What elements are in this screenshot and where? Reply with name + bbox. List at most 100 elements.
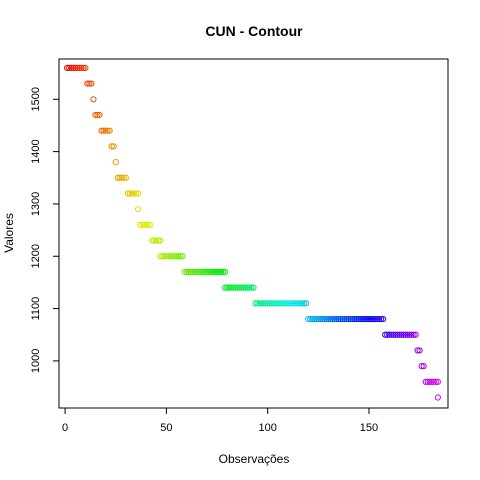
x-tick-label: 0 <box>62 422 68 434</box>
data-point <box>292 300 300 307</box>
data-point <box>396 331 403 338</box>
data-point <box>406 331 413 338</box>
data-point <box>432 378 439 385</box>
data-point <box>380 315 387 323</box>
data-point <box>371 315 379 323</box>
data-point <box>189 268 196 276</box>
data-point <box>337 315 344 323</box>
data-point <box>222 284 229 291</box>
data-point <box>294 300 302 307</box>
data-point <box>191 268 198 276</box>
data-point <box>299 300 306 307</box>
data-point <box>88 80 95 87</box>
data-point <box>278 300 285 307</box>
data-point <box>296 300 304 307</box>
data-point <box>384 331 391 338</box>
y-tick-label: 1100 <box>30 297 42 321</box>
data-point <box>339 315 346 323</box>
data-point <box>290 300 298 307</box>
data-point <box>416 347 423 354</box>
data-point <box>175 253 182 260</box>
x-tick-label: 150 <box>360 422 378 434</box>
data-point <box>422 378 429 385</box>
data-point <box>167 253 174 260</box>
data-point <box>161 253 168 260</box>
data-point <box>355 315 362 323</box>
data-point <box>434 394 441 401</box>
data-point <box>378 315 385 323</box>
data-point <box>428 378 435 385</box>
data-point <box>100 127 107 134</box>
data-point <box>288 300 296 307</box>
data-point <box>345 315 352 323</box>
data-point <box>363 315 371 323</box>
data-point <box>64 64 71 71</box>
data-point <box>197 268 204 276</box>
data-point <box>185 268 192 276</box>
data-point <box>177 253 184 260</box>
x-axis-label: Observações <box>219 452 290 466</box>
data-point <box>112 158 119 166</box>
data-point <box>404 331 411 338</box>
data-point <box>76 64 83 71</box>
x-tick-label: 50 <box>160 422 172 434</box>
data-point <box>171 253 178 260</box>
data-point <box>361 315 369 323</box>
data-point <box>333 315 340 323</box>
data-point <box>351 315 358 323</box>
data-point <box>201 268 208 276</box>
data-point <box>321 315 328 323</box>
data-point <box>120 174 127 181</box>
y-tick-label: 1000 <box>30 349 42 373</box>
data-point <box>250 284 257 291</box>
data-point <box>402 331 409 338</box>
data-point <box>181 268 188 276</box>
data-point <box>341 315 348 323</box>
data-point <box>151 237 158 244</box>
data-point <box>386 331 393 338</box>
data-point <box>325 315 332 323</box>
data-point <box>226 284 233 291</box>
data-point <box>412 331 419 338</box>
data-point <box>424 378 431 385</box>
data-point <box>207 268 215 276</box>
plot-frame <box>58 58 449 409</box>
data-point <box>128 190 136 197</box>
data-point <box>94 111 101 119</box>
data-point <box>246 284 253 291</box>
data-point <box>315 315 322 323</box>
data-point <box>266 300 273 307</box>
data-point <box>157 253 164 260</box>
data-point <box>327 315 334 323</box>
data-point <box>145 221 152 228</box>
data-point <box>426 378 433 385</box>
data-point <box>72 64 79 71</box>
data-point <box>86 80 93 87</box>
data-point <box>392 331 399 338</box>
data-point <box>153 237 160 244</box>
data-point <box>169 253 176 260</box>
data-point <box>138 221 146 228</box>
data-point <box>420 363 427 370</box>
data-point <box>224 284 231 291</box>
data-point <box>203 268 211 276</box>
data-point <box>143 221 150 228</box>
data-point <box>262 300 269 307</box>
data-point <box>126 190 134 197</box>
data-point <box>213 268 221 276</box>
data-point <box>80 64 87 71</box>
data-point <box>108 143 115 150</box>
data-point <box>110 143 117 150</box>
data-point <box>222 268 229 276</box>
data-point <box>272 300 279 307</box>
data-point <box>217 268 225 276</box>
data-point <box>335 315 342 323</box>
data-point <box>331 315 338 323</box>
data-point <box>359 315 367 323</box>
data-point <box>140 221 148 228</box>
data-point <box>365 315 373 323</box>
data-point <box>390 331 397 338</box>
data-point <box>398 331 405 338</box>
data-point <box>165 253 172 260</box>
data-point <box>102 127 109 134</box>
